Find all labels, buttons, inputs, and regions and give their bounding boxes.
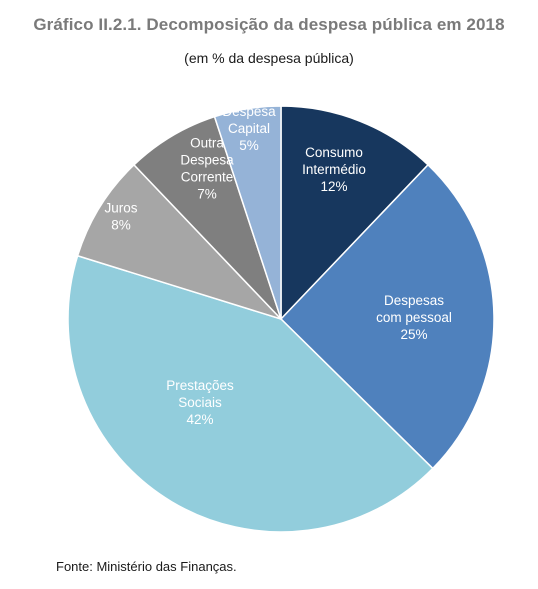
slice-category-label: Juros [104, 201, 137, 216]
slice-label-consumo-intermedio: Consumo Intermédio 12% [302, 145, 366, 194]
slice-label-juros: Juros 8% [104, 201, 137, 233]
slice-category-label: Capital [228, 121, 270, 136]
slice-category-label: Sociais [178, 395, 222, 410]
slice-value-label: 5% [239, 138, 259, 153]
slice-label-outra-despesa-corrente: Outra Despesa Corrente 7% [180, 136, 234, 202]
slice-category-label: Outra [190, 136, 224, 151]
pie-slice-despesas-com-pessoal [280, 164, 495, 470]
slice-category-label: Corrente [181, 170, 234, 185]
slice-value-label: 42% [186, 412, 213, 427]
slice-category-label: Despesas [384, 293, 444, 308]
pie-slice-consumo-intermedio [280, 105, 429, 320]
slice-value-label: 12% [320, 179, 347, 194]
source-note: Fonte: Ministério das Finanças. [56, 559, 237, 574]
slice-value-label: 7% [197, 187, 217, 202]
slice-value-label: 25% [400, 327, 427, 342]
slice-category-label: Despesa [222, 104, 276, 119]
pie-slice-juros [76, 164, 282, 320]
slice-category-label: com pessoal [376, 310, 452, 325]
slice-label-prestacoes-sociais: Prestações Sociais 42% [166, 378, 234, 427]
chart-subtitle: (em % da despesa pública) [184, 50, 354, 66]
slice-label-despesas-com-pessoal: Despesas com pessoal 25% [376, 293, 452, 342]
slice-value-label: 8% [111, 218, 131, 233]
pie-slice-prestacoes-sociais [67, 255, 434, 533]
slice-category-label: Intermédio [302, 162, 366, 177]
pie-slices [67, 105, 495, 533]
chart-title: Gráfico II.2.1. Decomposição da despesa … [33, 15, 505, 34]
slice-category-label: Despesa [180, 153, 234, 168]
slice-label-despesa-capital: Despesa Capital 5% [222, 104, 276, 153]
slice-category-label: Consumo [305, 145, 363, 160]
pie-slice-despesa-capital [213, 105, 282, 320]
slice-category-label: Prestações [166, 378, 234, 393]
pie-labels: Consumo Intermédio 12% Despesas com pessoal 2… [104, 104, 451, 427]
